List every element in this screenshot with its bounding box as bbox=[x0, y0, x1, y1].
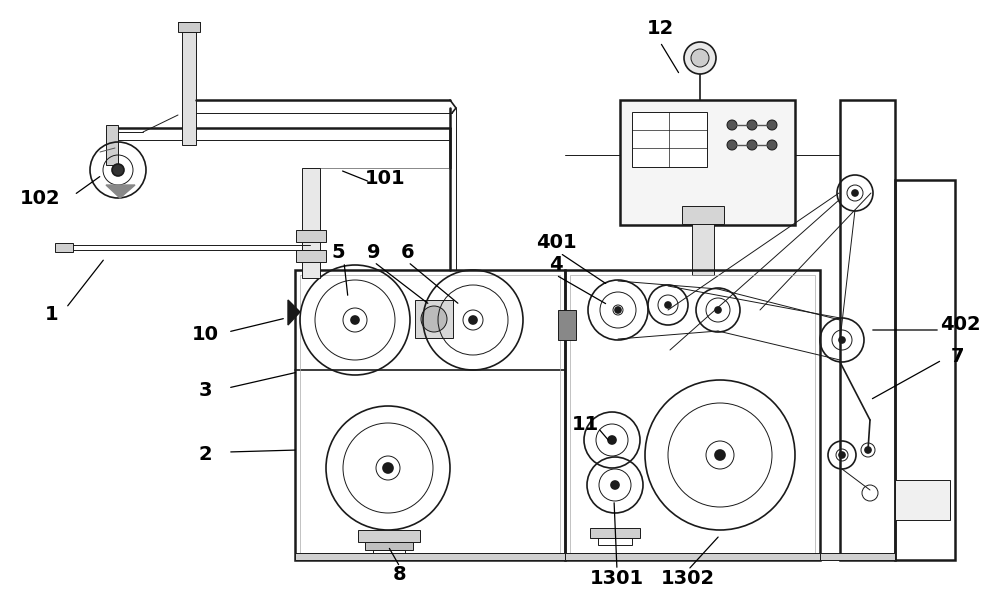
Text: 401: 401 bbox=[536, 232, 576, 251]
Bar bbox=[365, 542, 413, 550]
Bar bbox=[55, 243, 73, 252]
Bar bbox=[840, 100, 895, 560]
Text: 1: 1 bbox=[45, 305, 59, 324]
Bar bbox=[415, 300, 453, 338]
Bar bbox=[178, 22, 200, 32]
Bar bbox=[558, 310, 576, 340]
Bar bbox=[632, 112, 707, 167]
Bar bbox=[295, 553, 565, 560]
Bar bbox=[895, 480, 950, 520]
Text: 9: 9 bbox=[367, 243, 381, 262]
Text: 5: 5 bbox=[331, 243, 345, 262]
Bar bbox=[295, 270, 565, 560]
Circle shape bbox=[383, 463, 393, 473]
Bar bbox=[296, 250, 326, 262]
Circle shape bbox=[684, 42, 716, 74]
Circle shape bbox=[469, 316, 477, 324]
Text: 4: 4 bbox=[549, 256, 563, 275]
Circle shape bbox=[421, 306, 447, 332]
Circle shape bbox=[715, 450, 725, 460]
Polygon shape bbox=[106, 185, 135, 198]
Bar bbox=[565, 553, 820, 560]
Circle shape bbox=[727, 120, 737, 130]
Circle shape bbox=[112, 164, 124, 176]
Bar bbox=[598, 538, 632, 545]
Bar bbox=[106, 125, 118, 165]
Bar bbox=[590, 528, 640, 538]
Circle shape bbox=[839, 337, 845, 343]
Text: 11: 11 bbox=[571, 416, 599, 435]
Bar bbox=[182, 30, 196, 145]
Text: 6: 6 bbox=[401, 243, 415, 262]
Bar bbox=[565, 270, 820, 560]
Circle shape bbox=[747, 120, 757, 130]
Text: 2: 2 bbox=[198, 446, 212, 465]
Bar bbox=[373, 550, 405, 556]
Circle shape bbox=[665, 302, 671, 308]
Bar bbox=[692, 220, 714, 275]
Text: 7: 7 bbox=[951, 348, 965, 367]
Circle shape bbox=[615, 307, 621, 313]
Circle shape bbox=[747, 140, 757, 150]
Text: 10: 10 bbox=[192, 326, 218, 345]
Circle shape bbox=[351, 316, 359, 324]
Text: 3: 3 bbox=[198, 381, 212, 400]
Bar bbox=[296, 230, 326, 242]
Circle shape bbox=[865, 447, 871, 453]
Circle shape bbox=[715, 307, 721, 313]
Circle shape bbox=[608, 436, 616, 444]
Bar bbox=[358, 530, 420, 542]
Bar bbox=[895, 180, 955, 560]
Bar bbox=[300, 275, 560, 555]
Text: 102: 102 bbox=[20, 189, 60, 207]
Bar bbox=[620, 100, 795, 225]
Text: 12: 12 bbox=[646, 18, 674, 37]
Text: 101: 101 bbox=[365, 169, 405, 188]
Bar bbox=[682, 206, 724, 224]
Text: 1302: 1302 bbox=[661, 568, 715, 587]
Text: 1301: 1301 bbox=[590, 568, 644, 587]
Bar bbox=[820, 553, 895, 560]
Circle shape bbox=[767, 140, 777, 150]
Circle shape bbox=[611, 481, 619, 489]
Circle shape bbox=[839, 452, 845, 458]
Circle shape bbox=[727, 140, 737, 150]
Circle shape bbox=[852, 190, 858, 196]
Circle shape bbox=[767, 120, 777, 130]
Text: 8: 8 bbox=[393, 566, 407, 585]
Polygon shape bbox=[288, 300, 300, 325]
Circle shape bbox=[691, 49, 709, 67]
Bar bbox=[302, 168, 320, 278]
Text: 402: 402 bbox=[940, 316, 980, 335]
Bar bbox=[570, 275, 815, 555]
